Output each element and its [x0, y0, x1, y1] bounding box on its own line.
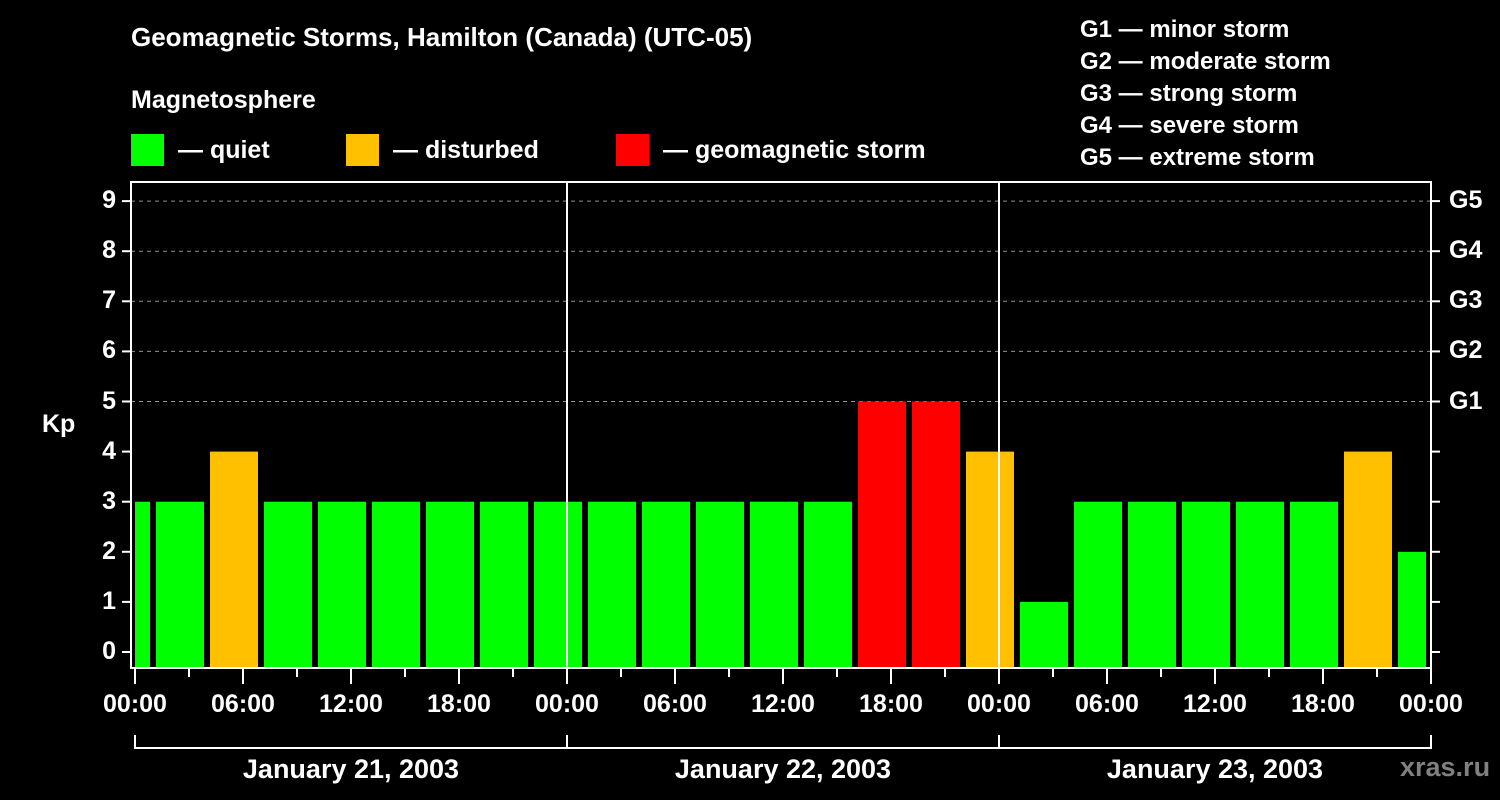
kp-bar	[1344, 451, 1392, 667]
legend-quiet-label: — quiet	[178, 135, 270, 164]
g-scale-label: G5	[1449, 186, 1483, 215]
legend-quiet: — quiet	[131, 134, 270, 166]
kp-bar	[210, 451, 258, 667]
x-tick-label: 12:00	[751, 690, 815, 718]
date-label: January 23, 2003	[1106, 754, 1324, 784]
storm-scale-list: G1 — minor storm G2 — moderate storm G3 …	[1080, 14, 1331, 174]
legend-title: Magnetosphere	[131, 86, 316, 114]
g-scale-label: G4	[1449, 236, 1483, 265]
x-tick-label: 00:00	[535, 690, 599, 718]
kp-bar	[1290, 501, 1338, 667]
watermark: xras.ru	[1400, 752, 1491, 782]
date-label: January 21, 2003	[242, 754, 460, 784]
legend-storm: — geomagnetic storm	[616, 134, 926, 166]
y-tick-label: 4	[102, 436, 116, 465]
kp-bar	[480, 501, 528, 667]
kp-bar	[156, 501, 204, 667]
kp-bar	[1128, 501, 1176, 667]
axis-ticks	[122, 200, 1440, 684]
y-tick-label: 2	[102, 536, 116, 565]
x-tick-label: 00:00	[967, 690, 1031, 718]
kp-bar	[1182, 501, 1230, 667]
date-label: January 22, 2003	[674, 754, 892, 784]
storm-scale-g3: G3 — strong storm	[1080, 80, 1298, 107]
kp-bar	[135, 501, 150, 667]
bars	[135, 401, 1426, 667]
storm-scale-g2: G2 — moderate storm	[1080, 48, 1331, 75]
kp-bar	[804, 501, 852, 667]
x-tick-label: 18:00	[427, 690, 491, 718]
kp-bar	[750, 501, 798, 667]
x-tick-label: 00:00	[1399, 690, 1463, 718]
g-scale-label: G1	[1449, 386, 1483, 415]
gridlines	[131, 200, 1431, 402]
legend-disturbed: — disturbed	[346, 134, 539, 166]
kp-bar	[696, 501, 744, 667]
kp-bar	[1398, 551, 1426, 667]
storm-scale-g1: G1 — minor storm	[1080, 16, 1290, 43]
x-tick-label: 12:00	[319, 690, 383, 718]
x-tick-label: 12:00	[1183, 690, 1247, 718]
x-tick-label: 06:00	[643, 690, 707, 718]
kp-bar	[912, 401, 960, 667]
storm-swatch	[616, 134, 649, 166]
y-tick-label: 3	[102, 486, 116, 515]
x-tick-label: 18:00	[1291, 690, 1355, 718]
kp-bar	[372, 501, 420, 667]
g-scale-label: G2	[1449, 336, 1483, 365]
kp-bar	[1074, 501, 1122, 667]
legend-disturbed-label: — disturbed	[393, 135, 539, 164]
kp-bar	[1020, 601, 1068, 667]
kp-bar	[966, 451, 1014, 667]
date-bracket	[134, 735, 1432, 749]
disturbed-swatch	[346, 134, 379, 166]
y-tick-label: 5	[102, 386, 116, 415]
quiet-swatch	[131, 134, 164, 166]
x-tick-label: 00:00	[103, 690, 167, 718]
x-tick-label: 06:00	[1075, 690, 1139, 718]
storm-scale-g4: G4 — severe storm	[1080, 112, 1299, 139]
y-tick-label: 7	[102, 286, 116, 315]
kp-bar	[1236, 501, 1284, 667]
g-scale-label: G3	[1449, 286, 1483, 315]
x-tick-label: 18:00	[859, 690, 923, 718]
storm-scale-g5: G5 — extreme storm	[1080, 144, 1315, 171]
kp-bar	[588, 501, 636, 667]
kp-bar	[318, 501, 366, 667]
y-tick-label: 8	[102, 236, 116, 265]
chart-title: Geomagnetic Storms, Hamilton (Canada) (U…	[131, 22, 753, 52]
x-tick-label: 06:00	[211, 690, 275, 718]
y-tick-label: 6	[102, 336, 116, 365]
y-axis-label: Kp	[42, 410, 76, 438]
legend-storm-label: — geomagnetic storm	[663, 135, 926, 164]
kp-bar	[426, 501, 474, 667]
y-tick-label: 9	[102, 186, 116, 215]
kp-bar	[264, 501, 312, 667]
kp-bar	[858, 401, 906, 667]
plot-frame	[130, 181, 1432, 669]
y-tick-label: 0	[102, 637, 116, 665]
y-tick-label: 1	[102, 586, 116, 615]
kp-bar	[534, 501, 582, 667]
kp-bar	[642, 501, 690, 667]
